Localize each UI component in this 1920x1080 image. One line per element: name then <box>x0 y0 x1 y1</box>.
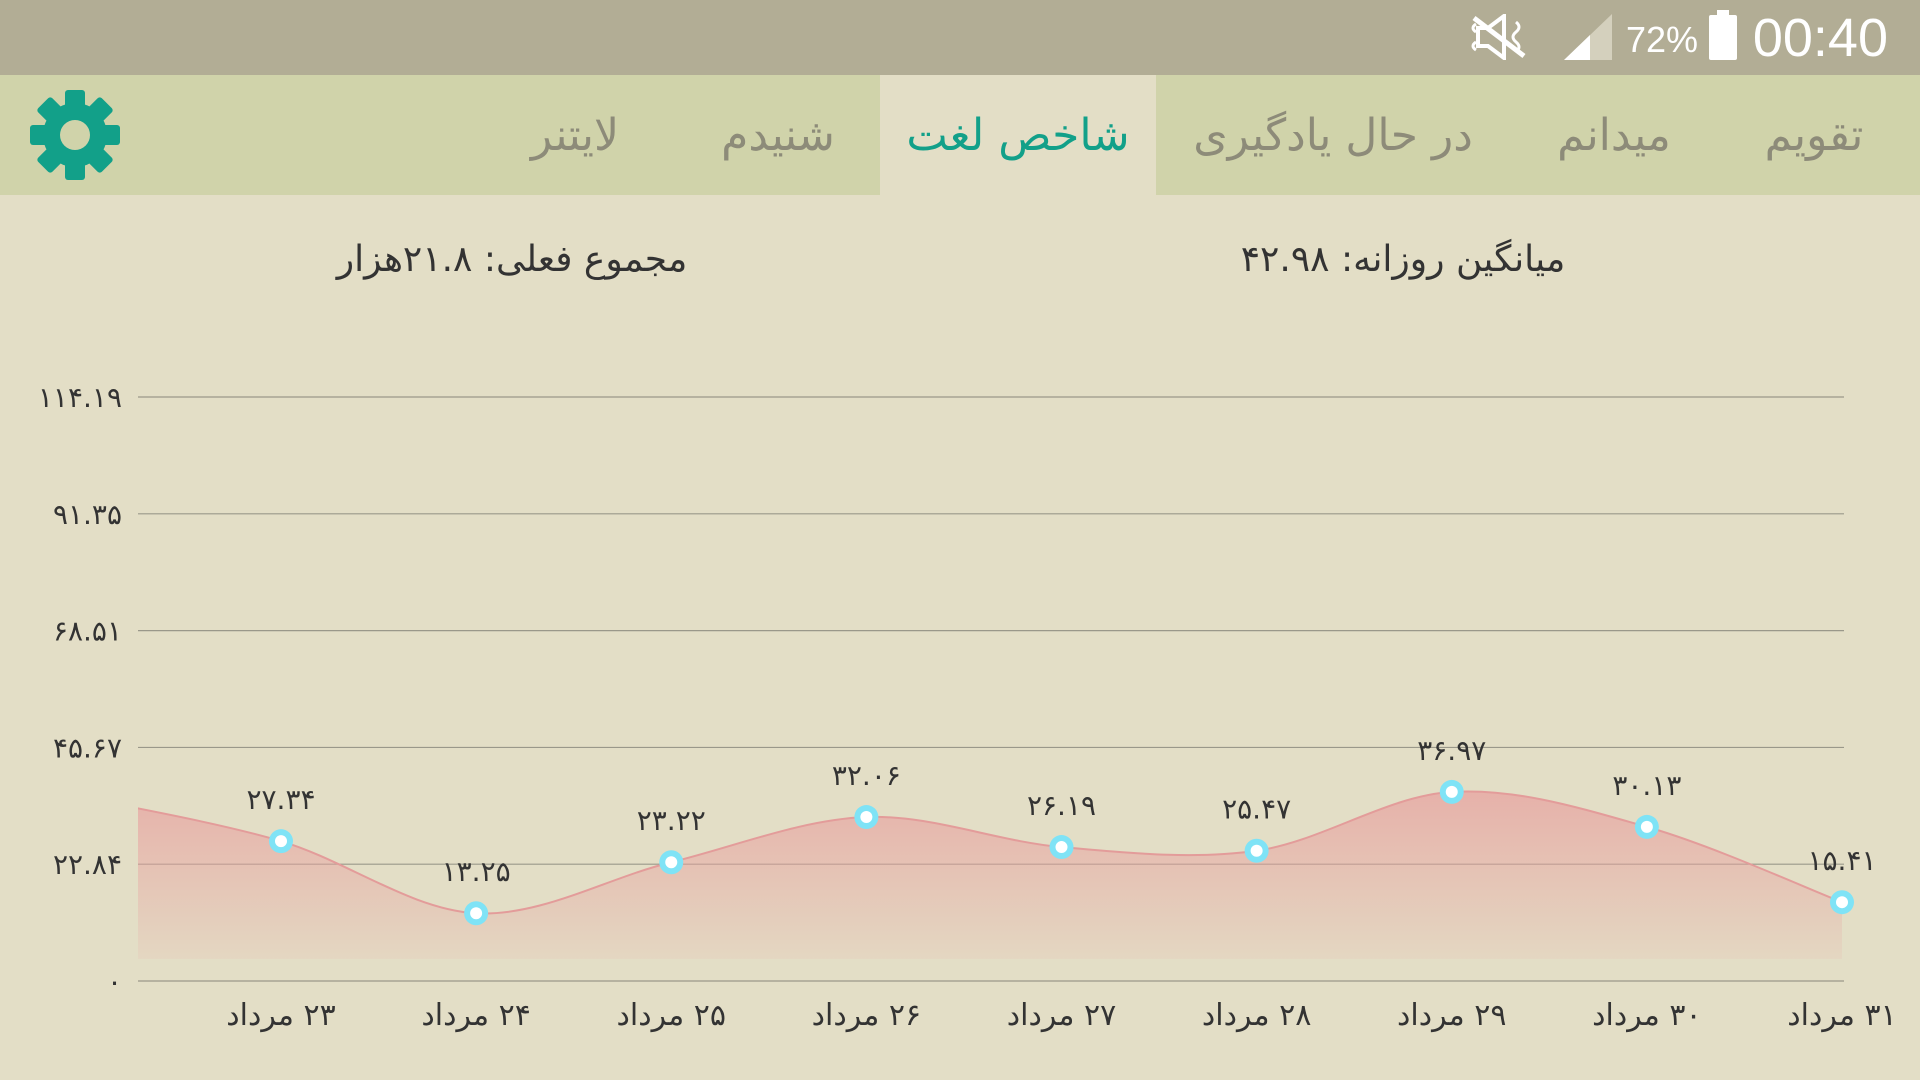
area-fill <box>138 791 1842 959</box>
data-label: ۲۷.۳۴ <box>246 783 315 816</box>
x-tick-label: ۳۰ مرداد <box>1592 998 1701 1033</box>
data-point-center <box>860 811 873 824</box>
x-tick-label: ۲۵ مرداد <box>617 998 726 1033</box>
current-total: مجموع فعلی: ۲۱.۸هزار <box>336 239 688 280</box>
signal-icon <box>1564 14 1612 60</box>
status-bar: 72% 00:40 <box>0 0 1920 75</box>
data-point-center <box>470 907 483 920</box>
data-point-center <box>1250 844 1263 857</box>
data-point-center <box>1836 896 1848 909</box>
x-tick-label: ۲۹ مرداد <box>1397 998 1506 1033</box>
data-label: ۱۵.۴۱ <box>1807 844 1876 877</box>
battery-percent: 72% <box>1625 19 1698 60</box>
y-tick-label: ۴۵.۶۷ <box>53 731 122 764</box>
battery-icon <box>1709 10 1737 60</box>
data-label: ۳۲.۰۶ <box>832 759 901 792</box>
tab-heard[interactable]: شنیدم <box>721 109 835 161</box>
y-tick-label: ۲۲.۸۴ <box>53 848 122 881</box>
data-label: ۳۶.۹۷ <box>1417 734 1486 767</box>
settings-button[interactable] <box>28 88 122 182</box>
daily-average: میانگین روزانه: ۴۲.۹۸ <box>1240 239 1566 280</box>
status-time: 00:40 <box>1752 8 1888 68</box>
tab-known[interactable]: میدانم <box>1557 109 1671 161</box>
gear-icon <box>30 90 120 180</box>
data-label: ۲۳.۲۲ <box>637 804 706 837</box>
data-point-center <box>1640 820 1653 833</box>
data-point-center <box>665 856 678 869</box>
tab-learning[interactable]: در حال یادگیری <box>1193 109 1473 161</box>
tab-bar: تقویم میدانم در حال یادگیری شاخص لغت شنی… <box>0 75 1920 195</box>
series-line <box>138 790 1843 915</box>
y-tick-label: ۰ <box>107 965 122 998</box>
mute-icon <box>1471 14 1526 60</box>
x-tick-label: ۲۳ مرداد <box>226 998 335 1033</box>
tab-calendar[interactable]: تقویم <box>1764 109 1864 161</box>
tab-leitner[interactable]: لایتنر <box>530 109 620 161</box>
x-tick-label: ۲۴ مرداد <box>421 998 530 1033</box>
x-tick-label: ۲۷ مرداد <box>1007 998 1116 1033</box>
x-tick-label: ۲۶ مرداد <box>812 998 921 1033</box>
x-tick-label: ۳۱ مرداد <box>1787 998 1896 1033</box>
y-tick-label: ۶۸.۵۱ <box>53 615 122 648</box>
tab-word-index[interactable]: شاخص لغت <box>880 75 1156 195</box>
data-point-center <box>1445 785 1458 798</box>
data-label: ۳۰.۱۳ <box>1612 769 1681 802</box>
data-point-center <box>275 835 287 848</box>
data-label: ۲۵.۴۷ <box>1222 793 1291 826</box>
x-tick-label: ۲۸ مرداد <box>1202 998 1311 1033</box>
y-tick-label: ۱۱۴.۱۹ <box>38 381 122 414</box>
y-tick-label: ۹۱.۳۵ <box>53 498 122 531</box>
data-label: ۲۶.۱۹ <box>1027 789 1096 822</box>
data-label: ۱۳.۲۵ <box>442 855 511 888</box>
data-point-center <box>1055 841 1068 854</box>
